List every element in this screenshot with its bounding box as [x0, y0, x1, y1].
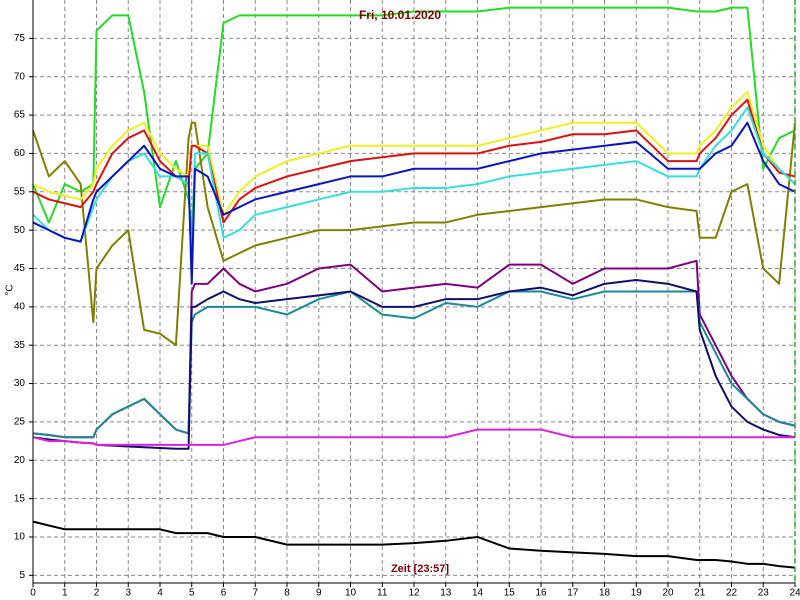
x-tick-label: 6: [221, 588, 227, 599]
x-tick-label: 20: [662, 588, 674, 599]
series-line: [32, 121, 796, 285]
y-tick-label: 60: [14, 148, 26, 159]
y-axis-label: °C: [5, 284, 16, 295]
y-tick-label: 25: [14, 417, 26, 428]
x-tick-label: 5: [189, 588, 195, 599]
x-tick-label: 2: [94, 588, 100, 599]
y-tick-label: 50: [14, 225, 26, 236]
y-tick-label: 30: [14, 378, 26, 389]
y-tick-label: 70: [14, 71, 26, 82]
x-tick-label: 23: [758, 588, 770, 599]
x-tick-label: 19: [631, 588, 643, 599]
grid: [29, 0, 796, 587]
x-tick-label: 4: [157, 588, 163, 599]
chart-title: Fri, 10.01.2020: [359, 8, 441, 22]
series-line: [32, 6, 796, 232]
x-tick-label: 1: [62, 588, 68, 599]
x-tick-label: 7: [252, 588, 258, 599]
y-tick-label: 15: [14, 493, 26, 504]
y-tick-label: 5: [19, 570, 25, 581]
x-tick-label: 11: [377, 588, 388, 599]
x-tick-label: 17: [567, 588, 579, 599]
series-group: [32, 6, 796, 569]
series-line: [32, 121, 796, 347]
x-tick-label: 18: [599, 588, 611, 599]
y-tick-label: 45: [14, 263, 26, 274]
x-tick-label: 13: [440, 588, 452, 599]
y-tick-label: 65: [14, 110, 26, 121]
x-axis-label: Zeit [23:57]: [391, 563, 449, 575]
series-line: [32, 428, 795, 446]
x-tick-label: 16: [535, 588, 547, 599]
series-line: [32, 98, 796, 224]
x-tick-label: 12: [408, 588, 420, 599]
y-tick-label: 10: [14, 532, 26, 543]
series-line: [32, 278, 796, 450]
y-tick-label: 55: [14, 186, 26, 197]
series-line: [32, 520, 796, 569]
x-tick-label: 22: [726, 588, 738, 599]
y-tick-label: 20: [14, 455, 26, 466]
y-tick-label: 40: [14, 301, 26, 312]
series-line: [32, 91, 796, 216]
y-tick-label: 35: [14, 340, 26, 351]
x-tick-label: 14: [472, 588, 484, 599]
y-tick-label: 75: [14, 33, 26, 44]
x-tick-label: 3: [125, 588, 131, 599]
x-tick-label: 0: [30, 588, 36, 599]
x-tick-label: 15: [504, 588, 516, 599]
x-tick-label: 21: [694, 588, 706, 599]
x-tick-label: 24: [789, 588, 800, 599]
x-tick-label: 8: [284, 588, 290, 599]
x-tick-label: 10: [345, 588, 357, 599]
x-tick-label: 9: [316, 588, 322, 599]
